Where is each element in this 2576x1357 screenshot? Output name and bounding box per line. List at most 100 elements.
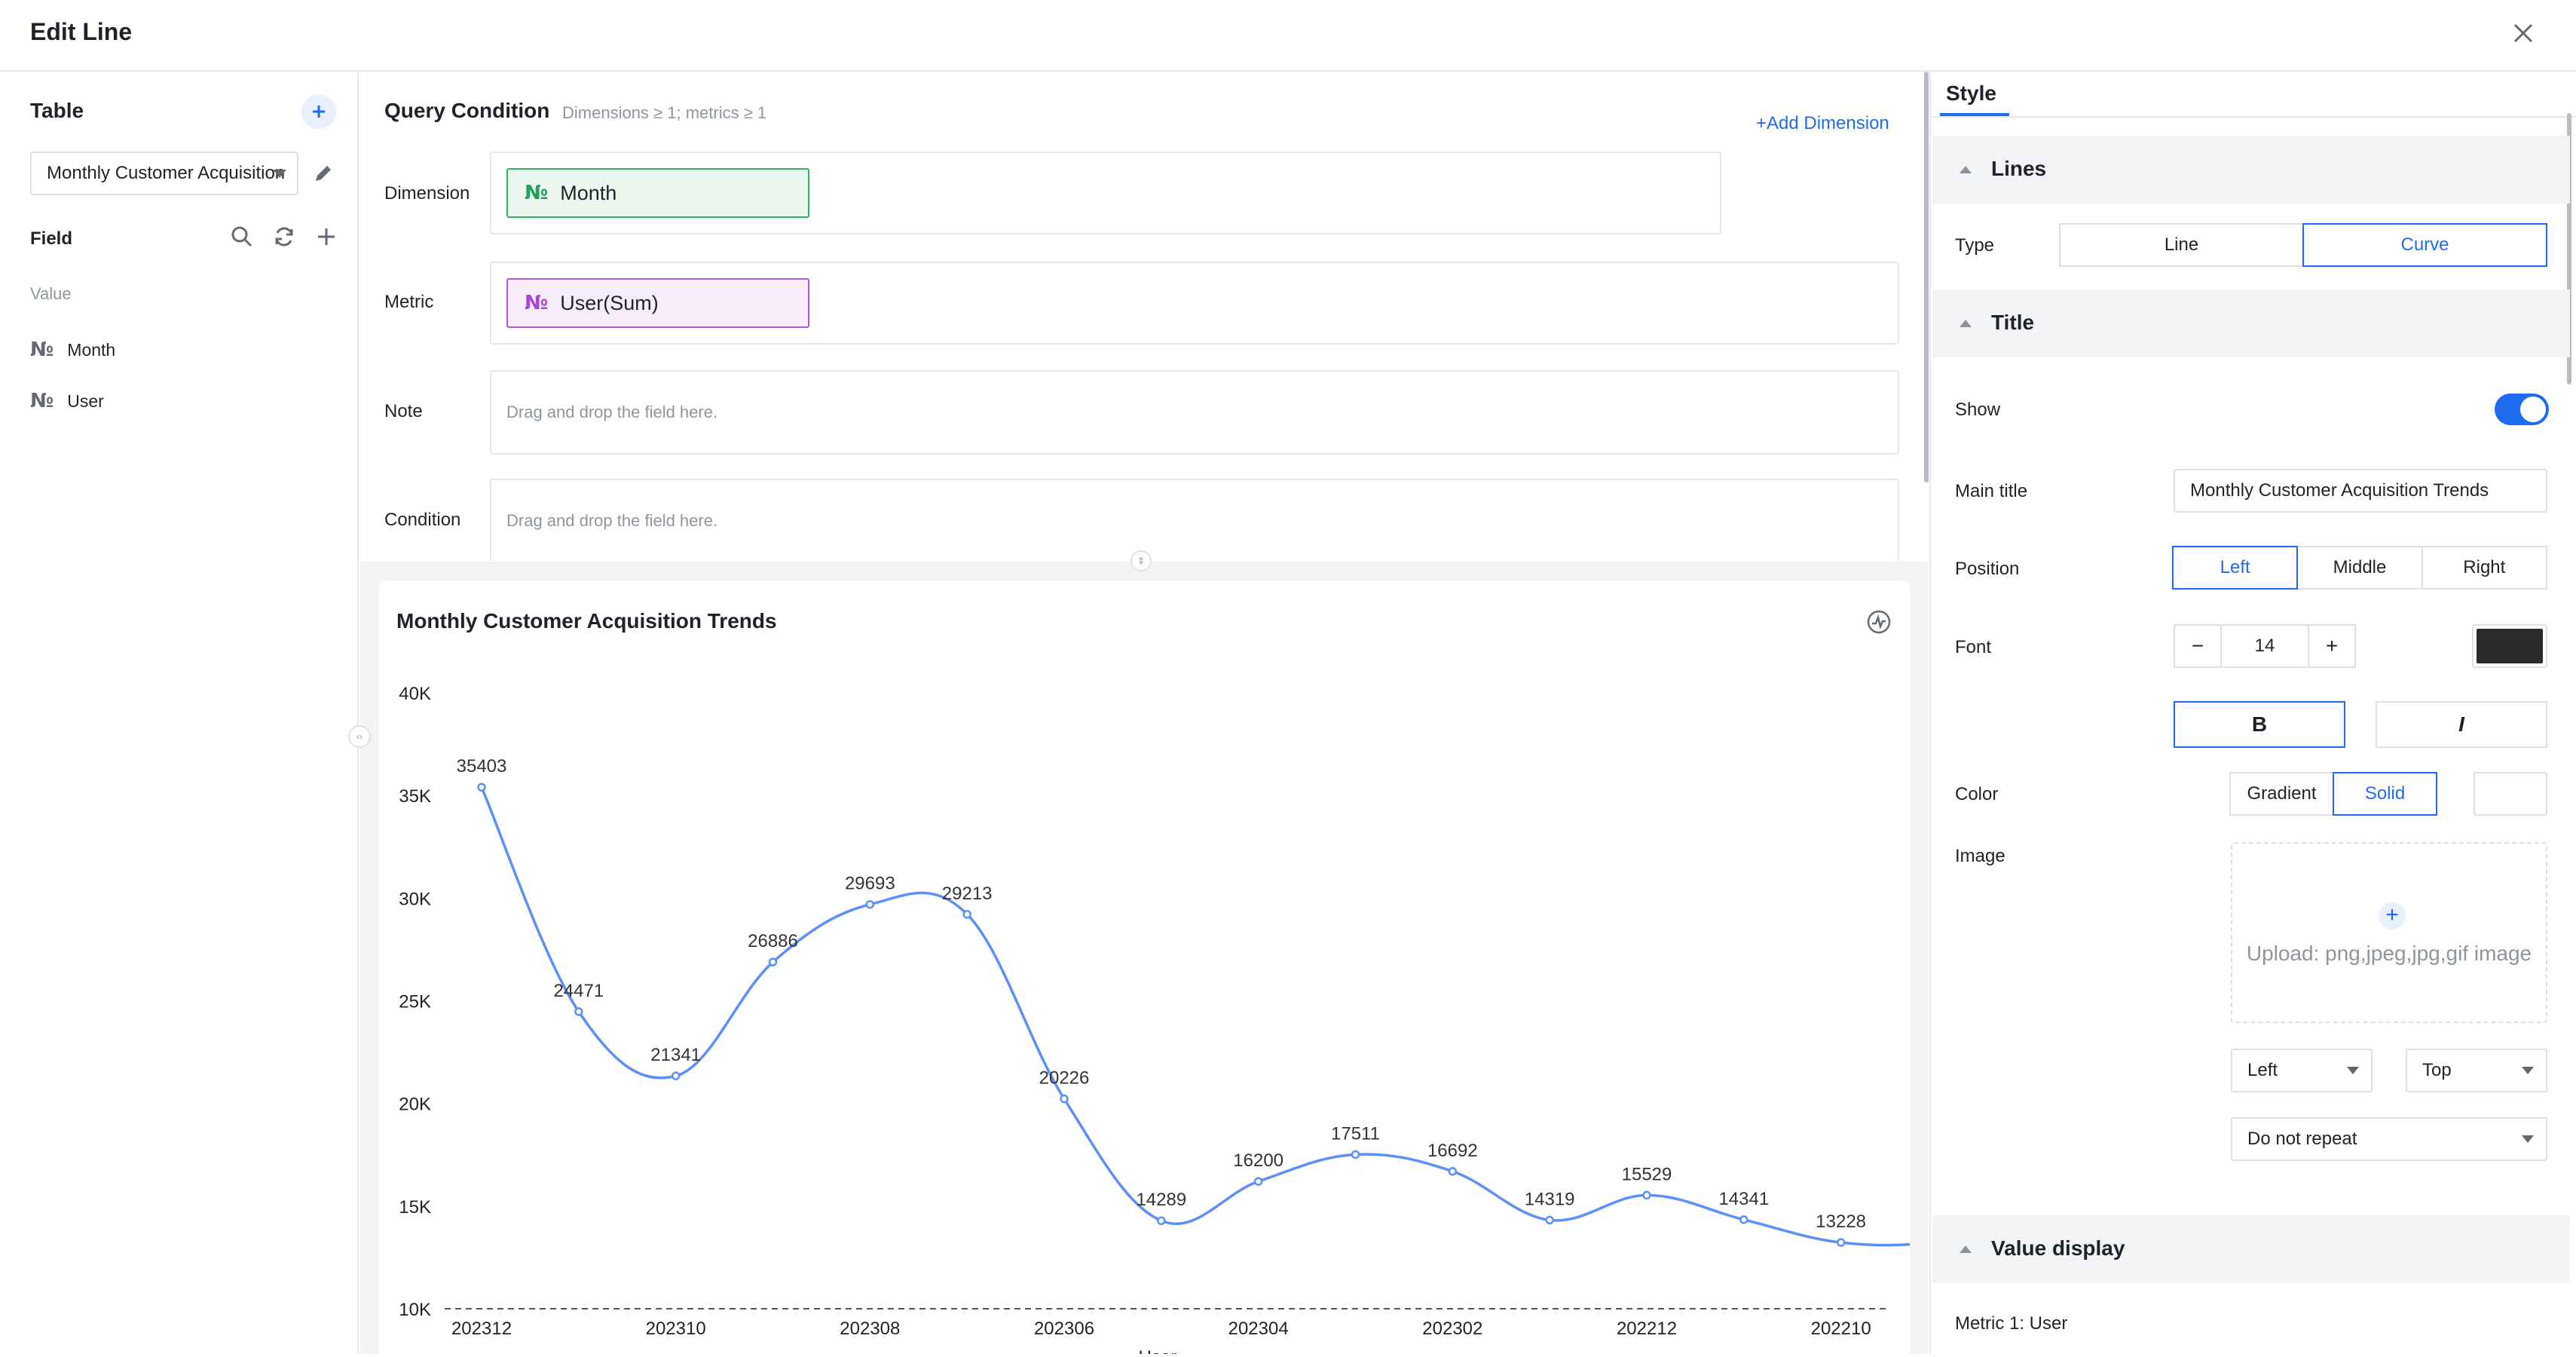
font-label: Font bbox=[1955, 637, 1992, 657]
position-middle[interactable]: Middle bbox=[2296, 546, 2423, 590]
minus-icon[interactable]: − bbox=[2191, 634, 2204, 657]
bold-button[interactable]: B bbox=[2174, 701, 2345, 748]
y-tick-label: 15K bbox=[399, 1197, 431, 1218]
search-icon[interactable] bbox=[229, 224, 255, 250]
section-lines[interactable]: Lines bbox=[1932, 136, 2570, 204]
query-scrollbar[interactable] bbox=[1924, 72, 1929, 482]
image-vertical-align-select[interactable]: Top bbox=[2406, 1049, 2547, 1092]
note-label: Note bbox=[384, 401, 423, 421]
field-item-label: Month bbox=[67, 339, 116, 360]
chart-type-icon[interactable] bbox=[1866, 609, 1892, 635]
data-label: 15529 bbox=[1622, 1164, 1672, 1184]
dimension-chip-month[interactable]: № Month bbox=[506, 168, 809, 218]
show-title-toggle[interactable] bbox=[2495, 394, 2549, 425]
font-color-swatch[interactable] bbox=[2472, 624, 2547, 668]
color-mode-toggle: Gradient Solid bbox=[2229, 772, 2437, 816]
chart-card bbox=[378, 580, 1910, 1357]
color-solid[interactable]: Solid bbox=[2333, 772, 2437, 816]
add-dimension-button[interactable]: +Add Dimension bbox=[1756, 113, 1889, 134]
chart-title: Monthly Customer Acquisition Trends bbox=[396, 609, 777, 633]
data-label: 17511 bbox=[1331, 1123, 1380, 1144]
condition-dropzone[interactable]: Drag and drop the field here. bbox=[490, 479, 1899, 562]
data-label: 16692 bbox=[1427, 1141, 1478, 1161]
note-dropzone[interactable]: Drag and drop the field here. bbox=[490, 370, 1899, 455]
x-tick-label: 202302 bbox=[1422, 1319, 1482, 1339]
collapse-panel-icon[interactable]: ‹› bbox=[348, 725, 371, 748]
chevron-down-icon bbox=[273, 170, 286, 178]
plus-icon: + bbox=[2379, 902, 2406, 930]
plus-icon bbox=[313, 106, 325, 118]
resize-handle-icon[interactable]: ⇕ bbox=[1130, 550, 1152, 571]
x-tick-label: 202304 bbox=[1228, 1319, 1289, 1339]
data-panel: Table Monthly Customer Acquisition Field… bbox=[0, 72, 359, 1354]
section-value-display[interactable]: Value display bbox=[1932, 1215, 2570, 1283]
y-tick-label: 30K bbox=[399, 889, 431, 909]
tab-style[interactable]: Style bbox=[1946, 81, 1996, 105]
toggle-knob bbox=[2520, 397, 2546, 422]
add-field-icon[interactable] bbox=[314, 224, 339, 250]
x-axis-title: User bbox=[1139, 1347, 1177, 1354]
color-gradient[interactable]: Gradient bbox=[2229, 772, 2334, 816]
type-option-curve[interactable]: Curve bbox=[2302, 223, 2547, 267]
field-item-user[interactable]: № User bbox=[30, 386, 104, 416]
type-option-line[interactable]: Line bbox=[2059, 223, 2304, 267]
data-label: 20226 bbox=[1039, 1068, 1090, 1089]
metric-display-label: Metric 1: User bbox=[1955, 1313, 2068, 1334]
style-scrollbar[interactable] bbox=[2567, 113, 2571, 384]
add-table-button[interactable] bbox=[301, 94, 336, 129]
main-title-input[interactable]: Monthly Customer Acquisition Trends bbox=[2174, 469, 2547, 513]
series-line-user bbox=[480, 786, 1910, 1247]
image-upload-dropzone[interactable]: + Upload: png,jpeg,jpg,gif image bbox=[2231, 842, 2547, 1023]
font-size-stepper: − 14 + bbox=[2174, 624, 2356, 668]
data-point bbox=[1642, 1190, 1651, 1200]
upload-hint: Upload: png,jpeg,jpg,gif image bbox=[2246, 942, 2532, 965]
data-point bbox=[477, 783, 486, 792]
data-point bbox=[1836, 1238, 1846, 1247]
metric-dropzone[interactable]: № User(Sum) bbox=[490, 262, 1899, 345]
data-point bbox=[1448, 1167, 1458, 1176]
data-point bbox=[574, 1007, 583, 1016]
close-icon[interactable] bbox=[2507, 17, 2540, 50]
image-horizontal-align-select[interactable]: Left bbox=[2231, 1049, 2373, 1092]
data-label: 14319 bbox=[1525, 1189, 1575, 1209]
field-item-month[interactable]: № Month bbox=[30, 335, 115, 365]
image-repeat-select[interactable]: Do not repeat bbox=[2231, 1117, 2547, 1161]
title-position-toggle: Left Middle Right bbox=[2172, 546, 2547, 590]
position-left[interactable]: Left bbox=[2172, 546, 2299, 590]
data-point bbox=[1351, 1150, 1360, 1159]
section-title-label: Title bbox=[1991, 311, 2035, 334]
color-label: Color bbox=[1955, 784, 1999, 804]
position-right[interactable]: Right bbox=[2421, 546, 2547, 590]
condition-placeholder: Drag and drop the field here. bbox=[506, 511, 718, 530]
image-label: Image bbox=[1955, 846, 2005, 866]
data-label: 29213 bbox=[942, 884, 993, 904]
data-label: 26886 bbox=[748, 931, 798, 951]
plus-icon[interactable]: + bbox=[2325, 634, 2339, 657]
dimension-dropzone[interactable]: № Month bbox=[490, 152, 1721, 234]
y-tick-label: 40K bbox=[399, 684, 431, 704]
refresh-icon[interactable] bbox=[271, 224, 297, 250]
table-select[interactable]: Monthly Customer Acquisition bbox=[30, 152, 298, 195]
tab-divider bbox=[1931, 116, 2576, 118]
section-title[interactable]: Title bbox=[1932, 289, 2570, 357]
data-label: 14341 bbox=[1718, 1189, 1769, 1209]
edit-icon[interactable] bbox=[312, 162, 336, 186]
dimension-chip-label: Month bbox=[560, 181, 617, 204]
x-tick-label: 202308 bbox=[840, 1319, 900, 1339]
dialog-title: Edit Line bbox=[30, 18, 133, 45]
data-label: 13228 bbox=[1816, 1211, 1866, 1232]
tab-active-indicator bbox=[1940, 113, 2009, 116]
y-tick-label: 20K bbox=[399, 1095, 431, 1115]
italic-button[interactable]: I bbox=[2376, 701, 2547, 748]
y-tick-label: 25K bbox=[399, 992, 431, 1012]
note-placeholder: Drag and drop the field here. bbox=[506, 403, 718, 421]
add-dimension-label: Add Dimension bbox=[1767, 113, 1889, 133]
background-color-swatch[interactable] bbox=[2474, 772, 2547, 816]
data-label: 29693 bbox=[845, 874, 895, 894]
data-label: 16200 bbox=[1233, 1150, 1283, 1171]
font-size-value[interactable]: 14 bbox=[2220, 626, 2309, 666]
chevron-down-icon bbox=[2522, 1067, 2534, 1074]
metric-chip-user-sum[interactable]: № User(Sum) bbox=[506, 278, 809, 328]
data-label: 14289 bbox=[1136, 1190, 1186, 1210]
x-tick-label: 202210 bbox=[1811, 1319, 1871, 1339]
